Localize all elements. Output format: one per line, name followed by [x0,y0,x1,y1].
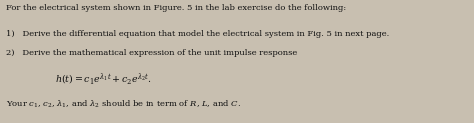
Text: 2)   Derive the mathematical expression of the unit impulse response: 2) Derive the mathematical expression of… [6,49,297,57]
Text: $h(t) = c_1 e^{\lambda_1 t} + c_2 e^{\lambda_2 t}.$: $h(t) = c_1 e^{\lambda_1 t} + c_2 e^{\la… [55,71,151,87]
Text: For the electrical system shown in Figure. 5 in the lab exercise do the followin: For the electrical system shown in Figur… [6,4,346,12]
Text: Your $c_1$, $c_2$, $\lambda_1$, and $\lambda_2$ should be in term of $R$, $L$, a: Your $c_1$, $c_2$, $\lambda_1$, and $\la… [6,98,241,110]
Text: 1)   Derive the differential equation that model the electrical system in Fig. 5: 1) Derive the differential equation that… [6,30,389,38]
